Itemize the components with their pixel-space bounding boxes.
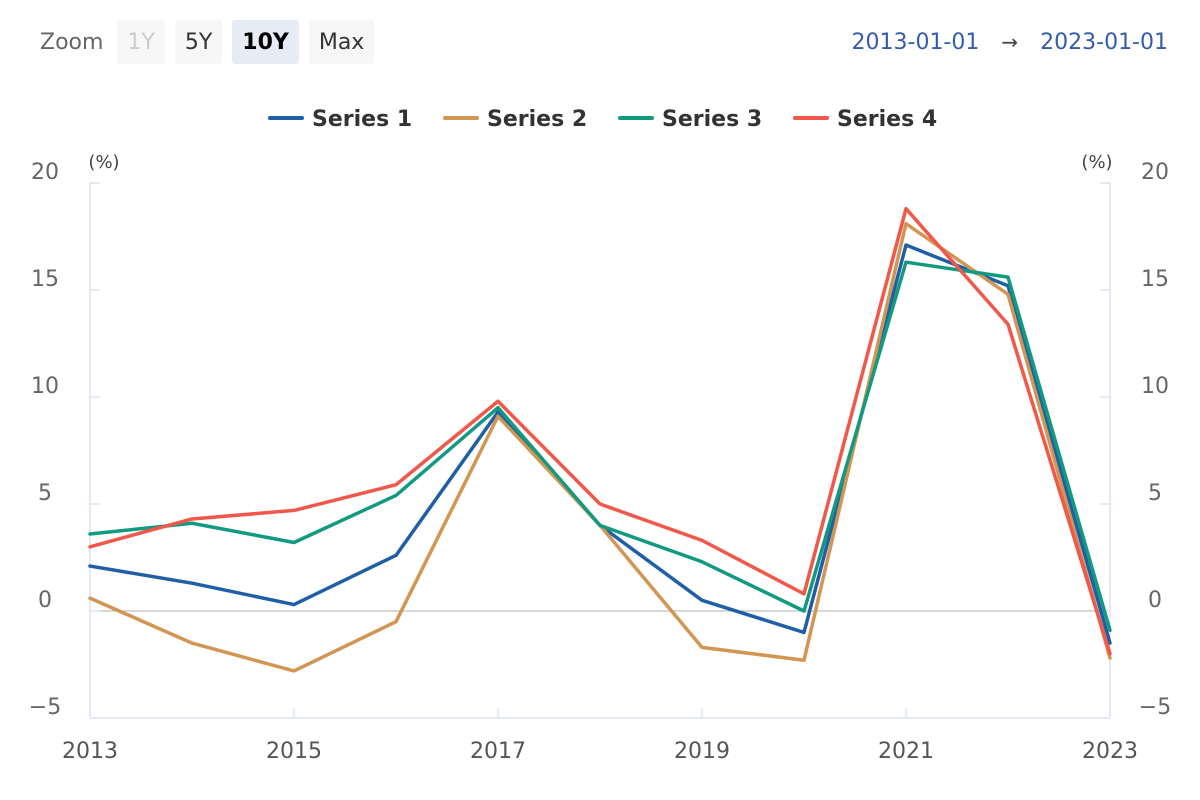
data-point	[598, 523, 602, 527]
range-from-input[interactable]: 2013-01-01	[851, 29, 980, 55]
range-to-input[interactable]: 2023-01-01	[1040, 29, 1168, 55]
legend-item-series-4[interactable]: Series 4	[793, 107, 937, 132]
data-point	[496, 399, 500, 403]
data-point	[904, 222, 908, 226]
legend-label: Series 3	[662, 107, 762, 132]
data-point	[700, 560, 704, 564]
data-point	[88, 564, 92, 568]
date-range: 2013-01-01 → 2023-01-01	[852, 20, 1168, 64]
series-line	[88, 221, 1112, 673]
data-point	[1006, 322, 1010, 326]
data-point	[1006, 292, 1010, 296]
data-point	[88, 545, 92, 549]
legend-item-series-1[interactable]: Series 1	[268, 107, 412, 132]
data-point	[904, 260, 908, 264]
y-tick-label-left: 20	[31, 160, 59, 185]
y-tick-label-right: 20	[1141, 160, 1169, 185]
data-point	[394, 620, 398, 624]
series-line	[88, 206, 1112, 656]
y-tick-label-right: −5	[1139, 695, 1171, 720]
data-point	[1006, 275, 1010, 279]
zoom-toolbar: Zoom 1Y 5Y 10Y Max	[40, 20, 375, 64]
x-tick-label: 2019	[674, 739, 730, 764]
legend-label: Series 2	[487, 107, 587, 132]
data-point	[700, 645, 704, 649]
data-point	[700, 538, 704, 542]
range-arrow-icon: →	[1001, 30, 1019, 54]
y-tick-label-right: 10	[1141, 374, 1169, 399]
data-point	[802, 609, 806, 613]
data-point	[598, 523, 602, 527]
data-point	[904, 207, 908, 211]
data-point	[88, 596, 92, 600]
zoom-max-button[interactable]: Max	[308, 20, 375, 64]
data-point	[598, 502, 602, 506]
y-tick-label-left: 5	[38, 481, 52, 506]
data-point	[802, 658, 806, 662]
legend-label: Series 1	[312, 107, 412, 132]
series-1	[88, 243, 1112, 645]
data-point	[1108, 652, 1112, 656]
data-point	[292, 541, 296, 545]
data-point	[904, 243, 908, 247]
data-point	[598, 523, 602, 527]
data-point	[802, 592, 806, 596]
data-point	[700, 598, 704, 602]
legend-item-series-2[interactable]: Series 2	[443, 107, 587, 132]
data-point	[802, 630, 806, 634]
data-point	[1006, 284, 1010, 288]
data-point	[292, 603, 296, 607]
data-point	[394, 483, 398, 487]
x-tick-label: 2021	[878, 739, 934, 764]
x-tick-label: 2015	[266, 739, 322, 764]
zoom-5y-button[interactable]: 5Y	[174, 20, 223, 64]
series-line	[88, 243, 1112, 645]
series-line	[88, 260, 1112, 633]
zoom-1y-button[interactable]: 1Y	[117, 20, 165, 64]
y-tick-label-left: −5	[29, 695, 61, 720]
data-point	[190, 521, 194, 525]
x-tick-label: 2013	[62, 739, 118, 764]
data-point	[190, 641, 194, 645]
y-tick-label-right: 0	[1148, 588, 1162, 613]
data-point	[292, 669, 296, 673]
series-4	[88, 206, 1112, 656]
y-tick-label-right: 5	[1148, 481, 1162, 506]
y-axis-unit-right: (%)	[1081, 152, 1112, 173]
data-point	[394, 553, 398, 557]
y-tick-label-left: 15	[31, 267, 59, 292]
chart-legend: Series 1 Series 2 Series 3 Series 4	[268, 107, 937, 132]
y-tick-label-right: 15	[1141, 267, 1169, 292]
x-tick-label: 2023	[1082, 739, 1138, 764]
y-tick-label-left: 0	[38, 588, 52, 613]
zoom-10y-button[interactable]: 10Y	[232, 20, 299, 64]
series-2	[88, 221, 1112, 673]
data-point	[88, 532, 92, 536]
data-point	[496, 406, 500, 410]
data-point	[1108, 628, 1112, 632]
data-point	[496, 414, 500, 418]
series-3	[88, 260, 1112, 633]
x-tick-label: 2017	[470, 739, 526, 764]
chart-series	[88, 206, 1112, 673]
data-point	[1108, 656, 1112, 660]
zoom-label: Zoom	[40, 29, 104, 55]
legend-item-series-3[interactable]: Series 3	[618, 107, 762, 132]
data-point	[292, 508, 296, 512]
data-point	[394, 493, 398, 497]
y-axis-unit-left: (%)	[88, 152, 119, 173]
data-point	[190, 517, 194, 521]
data-point	[190, 581, 194, 585]
legend-label: Series 4	[837, 107, 937, 132]
y-tick-label-left: 10	[31, 374, 59, 399]
data-point	[496, 410, 500, 414]
data-point	[1108, 641, 1112, 645]
